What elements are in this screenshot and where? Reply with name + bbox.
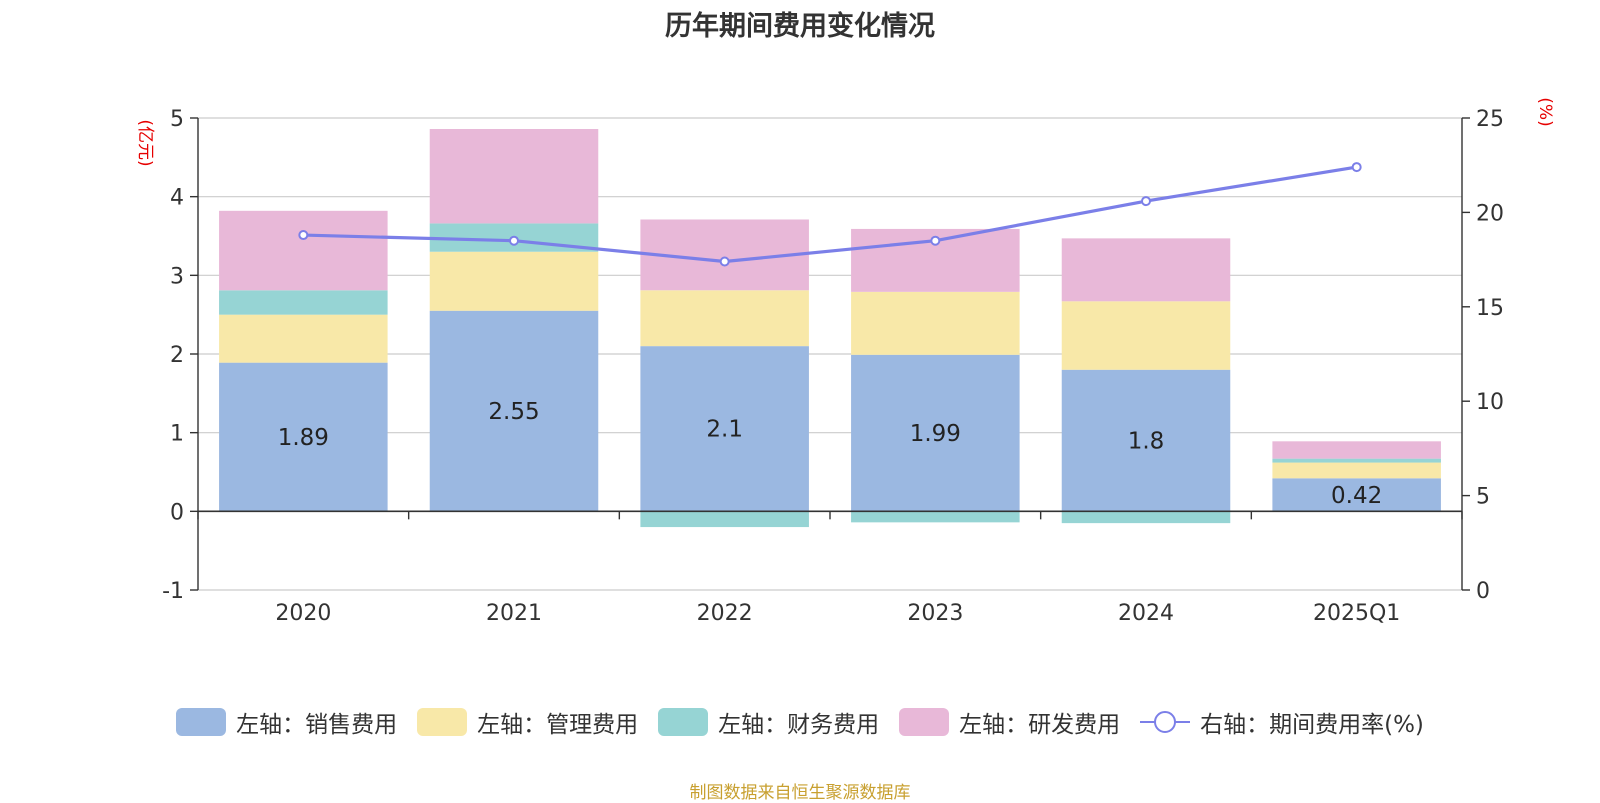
legend-label: 左轴：销售费用 [236, 712, 398, 738]
source-note: 制图数据来自恒生聚源数据库 [689, 783, 911, 803]
bar-1-2022 [640, 346, 809, 512]
bar-1-2021 [429, 310, 599, 512]
line-point [719, 256, 730, 267]
legend-swatch [1140, 711, 1191, 733]
bar-2-2025Q1 [1272, 462, 1441, 479]
legend-swatch [899, 708, 950, 736]
line-point [298, 230, 309, 241]
line-point [1141, 196, 1151, 207]
bar-1-2020 [219, 362, 388, 512]
legend-label: 右轴：期间费用率(%) [1200, 712, 1424, 738]
data-label: 2.1 [706, 417, 743, 443]
category-label: 2023 [907, 601, 963, 626]
bar-4-2021 [429, 129, 599, 224]
data-label: 1.89 [278, 425, 329, 451]
bar-3-2022 [640, 511, 809, 528]
data-label: 1.99 [910, 421, 961, 447]
category-label: 2021 [486, 601, 542, 626]
data-label: 1.8 [1128, 429, 1165, 455]
data-label: 0.42 [1331, 483, 1382, 509]
bar-4-2025Q1 [1272, 441, 1441, 459]
left-axis-unit: (亿元) [135, 119, 155, 166]
right-tick-label: 0 [1476, 579, 1490, 604]
legend-swatch [417, 708, 468, 736]
bar-1-2024 [1061, 369, 1231, 512]
legend-item[interactable]: 左轴：销售费用 [176, 705, 397, 739]
bar-2-2021 [429, 251, 599, 311]
legend-item[interactable]: 左轴：管理费用 [417, 705, 638, 739]
bar-3-2025Q1 [1272, 458, 1441, 463]
legend-swatch [176, 708, 227, 736]
bar-2-2020 [219, 314, 388, 363]
category-label: 2020 [275, 601, 331, 626]
category-label: 2024 [1118, 601, 1174, 626]
category-label: 2025Q1 [1313, 601, 1400, 626]
right-tick-label: 5 [1476, 485, 1490, 510]
chart-legend: 左轴：销售费用 左轴：管理费用 左轴：财务费用 左轴：研发费用 右轴：期间费用率(%) [0, 705, 1600, 739]
legend-label: 左轴：研发费用 [959, 712, 1121, 738]
legend-swatch [658, 708, 709, 736]
line-point [509, 235, 519, 246]
left-tick-label: 3 [170, 264, 184, 289]
expense-rate-line [303, 165, 1357, 264]
left-tick-label: 1 [170, 422, 184, 447]
bar-2-2024 [1061, 301, 1231, 370]
legend-item[interactable]: 左轴：财务费用 [658, 705, 879, 739]
left-tick-label: 0 [170, 500, 184, 525]
bar-3-2024 [1061, 511, 1231, 524]
legend-item[interactable]: 左轴：研发费用 [899, 705, 1120, 739]
bar-3-2023 [851, 511, 1020, 523]
bar-4-2024 [1061, 238, 1231, 302]
left-tick-label: 4 [170, 186, 184, 211]
bar-3-2020 [219, 290, 388, 315]
bar-1-2025Q1 [1272, 478, 1441, 512]
right-axis-unit: (%) [1535, 97, 1555, 126]
left-tick-label: 2 [170, 343, 184, 368]
line-point [1351, 162, 1362, 173]
legend-item[interactable]: 右轴：期间费用率(%) [1140, 705, 1424, 739]
right-tick-label: 20 [1476, 201, 1504, 226]
bar-2-2022 [640, 290, 809, 347]
category-label: 2022 [697, 601, 753, 626]
right-tick-label: 15 [1476, 296, 1504, 321]
bar-2-2023 [851, 291, 1020, 355]
bar-1-2023 [851, 354, 1020, 512]
data-label: 2.55 [488, 399, 539, 425]
bar-4-2020 [219, 210, 388, 291]
legend-label: 左轴：财务费用 [718, 712, 880, 738]
left-tick-label: 5 [170, 107, 184, 132]
line-point [930, 235, 941, 246]
legend-label: 左轴：管理费用 [477, 712, 639, 738]
right-tick-label: 25 [1476, 107, 1504, 132]
chart-title: 历年期间费用变化情况 [665, 11, 935, 42]
right-tick-label: 10 [1476, 390, 1504, 415]
left-tick-label: -1 [162, 579, 184, 604]
